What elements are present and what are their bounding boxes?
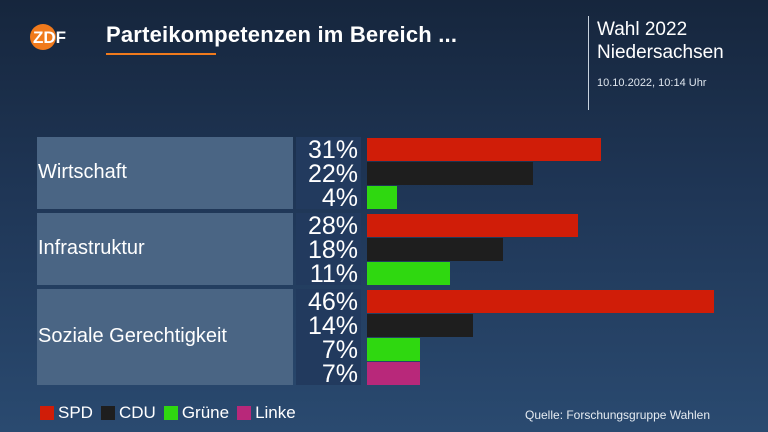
value-label-gruene: 4% xyxy=(321,184,358,212)
legend: SPD CDU Grüne Linke xyxy=(40,403,304,423)
bar-spd-wirtschaft xyxy=(367,138,602,161)
bar-spd-soziale-gerechtigkeit xyxy=(367,290,715,313)
legend-item-gruene: Grüne xyxy=(163,403,230,423)
legend-label-cdu: CDU xyxy=(118,403,156,422)
election-title: Wahl 2022 Niedersachsen xyxy=(597,18,724,64)
percent-column xyxy=(296,289,361,385)
value-label-spd: 31% xyxy=(307,136,358,164)
value-label-spd: 46% xyxy=(307,288,358,316)
source-note: Quelle: Forschungsgruppe Wahlen xyxy=(525,408,710,422)
logo-text: ZDF xyxy=(33,28,66,47)
election-line-2: Niedersachsen xyxy=(597,42,724,63)
bar-spd-infrastruktur xyxy=(367,214,579,237)
value-label-spd: 28% xyxy=(307,212,358,240)
percent-column xyxy=(296,137,361,209)
legend-swatch-gruene xyxy=(163,406,178,420)
bar-cdu-soziale-gerechtigkeit xyxy=(367,314,473,337)
legend-item-linke: Linke xyxy=(237,403,296,423)
category-box-soziale-gerechtigkeit xyxy=(37,289,293,385)
value-label-gruene: 11% xyxy=(309,260,358,288)
title-underline xyxy=(106,53,216,55)
legend-item-cdu: CDU xyxy=(100,403,156,423)
bar-cdu-wirtschaft xyxy=(367,162,534,185)
bar-gruene-wirtschaft xyxy=(367,186,398,209)
category-box-infrastruktur xyxy=(37,213,293,285)
page-title: Parteikompetenzen im Bereich ... xyxy=(106,22,458,47)
legend-label-spd: SPD xyxy=(58,403,93,422)
category-box-wirtschaft xyxy=(37,137,293,209)
zdf-logo: ZDF xyxy=(28,22,84,52)
legend-swatch-linke xyxy=(237,406,252,420)
category-label-soziale-gerechtigkeit: Soziale Gerechtigkeit xyxy=(38,325,227,347)
legend-swatch-cdu xyxy=(100,406,115,420)
value-label-cdu: 18% xyxy=(307,236,358,264)
legend-label-linke: Linke xyxy=(255,403,296,422)
value-label-cdu: 14% xyxy=(307,312,358,340)
election-line-1: Wahl 2022 xyxy=(597,19,688,40)
bar-gruene-infrastruktur xyxy=(367,262,451,285)
category-label-wirtschaft: Wirtschaft xyxy=(38,161,127,183)
category-label-infrastruktur: Infrastruktur xyxy=(38,237,145,259)
bar-cdu-infrastruktur xyxy=(367,238,503,261)
legend-label-gruene: Grüne xyxy=(181,403,230,422)
value-label-linke: 7% xyxy=(321,360,358,388)
legend-item-spd: SPD xyxy=(40,403,93,423)
header-divider xyxy=(588,16,589,110)
bar-gruene-soziale-gerechtigkeit xyxy=(367,338,420,361)
percent-column xyxy=(296,213,361,285)
legend-swatch-spd xyxy=(40,406,54,420)
bar-linke-soziale-gerechtigkeit xyxy=(367,362,420,385)
timestamp: 10.10.2022, 10:14 Uhr xyxy=(597,77,707,89)
value-label-gruene: 7% xyxy=(321,336,358,364)
value-label-cdu: 22% xyxy=(307,160,358,188)
